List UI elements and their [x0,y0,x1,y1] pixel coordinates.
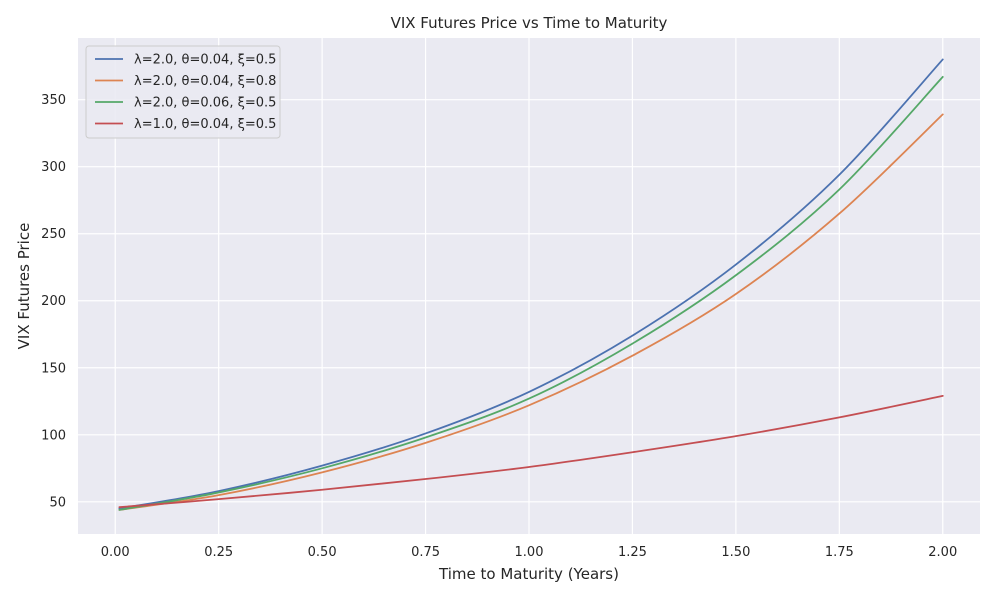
series-line-3 [118,75,944,511]
x-tick-label: 0.25 [204,545,233,560]
legend-box [85,45,281,139]
series-line-2 [118,113,944,511]
x-axis-label: Time to Maturity (Years) [438,565,619,583]
series-line-4 [118,395,944,509]
y-tick-label: 200 [41,294,66,309]
x-tick-label: 2.00 [928,545,957,560]
y-tick-label: 100 [41,428,66,443]
y-tick-label: 300 [41,160,66,175]
y-axis-label: VIX Futures Price [15,223,33,350]
x-tick-label: 0.50 [308,545,337,560]
legend-entry: λ=2.0, θ=0.04, ξ=0.8 [134,74,276,89]
x-tick-label: 1.50 [721,545,750,560]
x-tick-label: 1.00 [515,545,544,560]
x-tick-label: 1.75 [825,545,854,560]
y-tick-label: 50 [49,495,66,510]
legend-entry: λ=1.0, θ=0.04, ξ=0.5 [134,117,276,132]
x-tick-label: 1.25 [618,545,647,560]
legend-entry: λ=2.0, θ=0.06, ξ=0.5 [134,96,276,111]
chart-title: VIX Futures Price vs Time to Maturity [391,14,668,32]
y-tick-label: 250 [41,227,66,242]
series-layer [118,58,944,511]
y-tick-label: 150 [41,361,66,376]
x-tick-label: 0.00 [101,545,130,560]
legend: λ=2.0, θ=0.04, ξ=0.5 λ=2.0, θ=0.04, ξ=0.8… [85,45,281,139]
x-tick-label: 0.75 [411,545,440,560]
series-line-1 [118,58,944,510]
legend-entry: λ=2.0, θ=0.04, ξ=0.5 [134,53,276,68]
y-tick-label: 350 [41,93,66,108]
y-tick-labels: 50 100 150 200 250 300 350 [41,93,66,510]
x-tick-labels: 0.00 0.25 0.50 0.75 1.00 1.25 1.50 1.75 2.00 [101,545,957,560]
